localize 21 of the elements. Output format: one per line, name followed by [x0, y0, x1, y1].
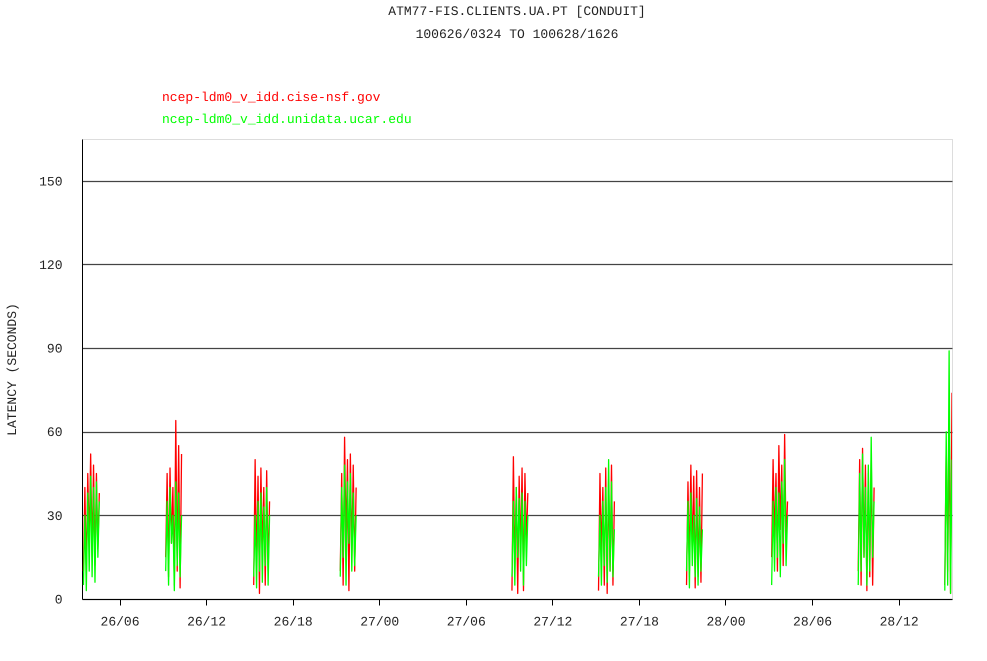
x-tick-label: 28/12 — [880, 614, 919, 630]
y-tick-label: 90 — [46, 342, 62, 357]
y-tick-label: 60 — [46, 425, 62, 440]
x-tick-label: 26/12 — [187, 614, 226, 630]
x-tick-label: 27/12 — [533, 614, 572, 630]
text: ncep-ldm0_v_idd.unidata.ucar.edu — [162, 112, 412, 127]
x-tick-label: 27/00 — [360, 614, 400, 630]
y-axis-title: LATENCY (SECONDS) — [5, 303, 20, 436]
x-tick-label: 28/00 — [706, 614, 746, 630]
y-tick-label: 30 — [46, 508, 62, 524]
chart-title: ATM77-FIS.CLIENTS.UA.PT [CONDUIT] — [388, 4, 646, 19]
x-tick-label: 26/18 — [274, 614, 313, 630]
y-tick-label: 120 — [39, 258, 62, 273]
x-tick-label: 28/06 — [793, 614, 832, 630]
x-tick-label: 26/06 — [100, 614, 140, 630]
y-tick-label: 150 — [39, 174, 62, 190]
x-tick-label: 27/06 — [446, 614, 486, 630]
text: ncep-ldm0_v_idd.cise-nsf.gov — [162, 90, 381, 105]
x-tick-label: 27/18 — [620, 614, 659, 630]
chart-subtitle: 100626/0324 TO 100628/1626 — [416, 27, 618, 42]
y-tick-label: 0 — [54, 592, 62, 608]
